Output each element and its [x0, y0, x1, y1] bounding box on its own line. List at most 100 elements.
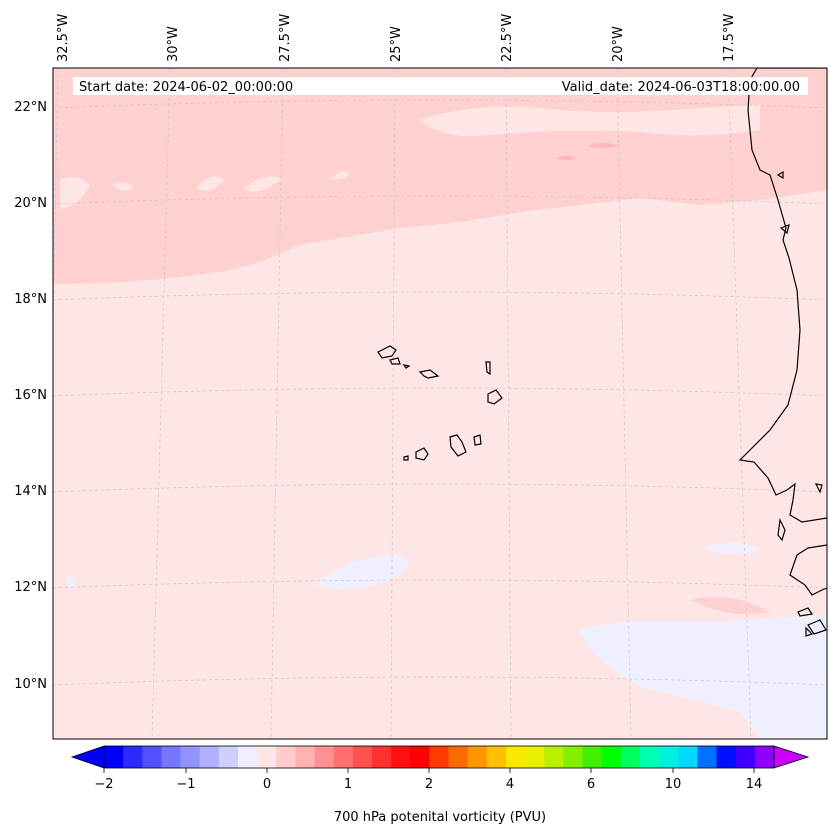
colorbar-cell: [544, 746, 564, 768]
lon-label: 22.5°W: [500, 14, 515, 62]
colorbar-tick-label: −2: [94, 777, 113, 792]
coast-islet-7: [814, 483, 823, 494]
lat-label: 20°N: [14, 196, 47, 211]
lon-label: 30°W: [166, 26, 181, 62]
colorbar-frame: [103, 745, 775, 769]
pv-positive-spot: [690, 596, 770, 615]
colorbar-cell: [372, 746, 392, 768]
coastlines: [738, 68, 827, 637]
colorbar-cell: [257, 746, 277, 768]
island-sao-nicolau: [418, 369, 440, 379]
colorbar-cell: [218, 746, 239, 768]
island-fogo: [415, 447, 429, 461]
colorbar: −2 −1 0 1 2 4 6 10 14 700 hPa potenital vorticit…: [70, 745, 810, 825]
pv-negative-region-c: [578, 615, 827, 739]
lat-label: 14°N: [14, 484, 47, 499]
island-boa-vista: [487, 389, 503, 405]
colorbar-cell: [180, 746, 201, 768]
date-label-box: [73, 77, 808, 95]
colorbar-tick-label: −1: [176, 777, 195, 792]
lat-label: 16°N: [14, 388, 47, 403]
colorbar-cell: [735, 746, 756, 768]
colorbar-cell: [142, 746, 162, 768]
island-santa-luzia: [402, 364, 411, 369]
map-frame: [52, 67, 828, 740]
colorbar-cell: [563, 746, 584, 768]
coast-islet-6: [779, 224, 790, 235]
pv-small-contour-a: [60, 176, 90, 210]
colorbar-cell: [199, 746, 220, 768]
colorbar-tick-label: 10: [665, 777, 682, 792]
lon-label: 32.5°W: [56, 14, 71, 62]
colorbar-cell: [506, 746, 526, 768]
pv-small-contour-c: [197, 176, 224, 191]
island-maio: [473, 434, 482, 446]
colorbar-tick-label: 0: [263, 777, 271, 792]
valid-date-label: Valid_date: 2024-06-03T18:00:00.00: [562, 80, 800, 95]
colorbar-tick-label: 1: [344, 777, 352, 792]
lon-label: 17.5°W: [722, 14, 737, 62]
colorbar-cell: [678, 746, 698, 768]
colorbar-cell: [467, 746, 488, 768]
colorbar-cell: [314, 746, 335, 768]
pv-negative-edge: [66, 576, 75, 588]
colorbar-cells: [104, 746, 775, 768]
colorbar-cell: [486, 746, 507, 768]
island-brava: [403, 455, 409, 461]
pv-negative-region-b: [700, 543, 760, 554]
colorbar-cell: [716, 746, 737, 768]
colorbar-cell: [238, 746, 258, 768]
lat-label: 12°N: [14, 580, 47, 595]
longitude-labels: 32.5°W 30°W 27.5°W 25°W 22.5°W 20°W 17.5…: [56, 14, 737, 62]
colorbar-cell: [697, 746, 718, 768]
pv-small-contour-d: [243, 176, 282, 192]
pv-small-contour-e: [330, 171, 350, 180]
colorbar-extend-max: [773, 745, 810, 769]
colorbar-cell: [104, 746, 124, 768]
island-santiago: [449, 434, 467, 457]
island-sal: [485, 361, 491, 376]
pv-small-contour-h: [588, 143, 620, 148]
colorbar-cell: [601, 746, 622, 768]
colorbar-cell: [276, 746, 296, 768]
pv-small-contour-f: [420, 105, 760, 137]
coast-islet-3: [807, 619, 827, 635]
latitude-labels: 22°N 20°N 18°N 16°N 14°N 12°N 10°N: [14, 100, 47, 692]
lat-label: 10°N: [14, 677, 47, 692]
colorbar-cell: [640, 746, 660, 768]
africa-coast-south: [789, 544, 827, 596]
colorbar-cell: [391, 746, 411, 768]
lat-label: 22°N: [14, 100, 47, 115]
map-panel: [53, 68, 827, 739]
colorbar-cell: [659, 746, 679, 768]
africa-coast: [738, 68, 827, 523]
pv-small-contour-b: [112, 182, 133, 191]
colorbar-cell: [754, 746, 775, 768]
colorbar-cell: [429, 746, 450, 768]
colorbar-cell: [295, 746, 316, 768]
colorbar-tick-label: 4: [506, 777, 514, 792]
coast-islet-4: [805, 626, 814, 637]
colorbar-cell: [333, 746, 354, 768]
colorbar-cell: [123, 746, 143, 768]
island-sao-vicente: [389, 357, 401, 365]
colorbar-cell: [161, 746, 182, 768]
colorbar-cell: [352, 746, 373, 768]
colorbar-ticks: −2 −1 0 1 2 4 6 10 14: [94, 768, 762, 792]
colorbar-extend-min: [70, 745, 105, 769]
colorbar-title: 700 hPa potenital vorticity (PVU): [334, 810, 546, 825]
colorbar-cell: [582, 746, 603, 768]
coast-islet-1: [777, 517, 786, 542]
coast-islet-2: [797, 607, 814, 617]
start-date-label: Start date: 2024-06-02_00:00:00: [79, 80, 293, 95]
lat-label: 18°N: [14, 292, 47, 307]
cape-verde-islands: [377, 345, 503, 461]
graticule: [53, 68, 827, 739]
colorbar-cell: [620, 746, 641, 768]
colorbar-cell: [525, 746, 545, 768]
colorbar-cell: [410, 746, 430, 768]
colorbar-tick-label: 14: [746, 777, 763, 792]
colorbar-tick-label: 2: [425, 777, 433, 792]
island-santo-antao: [377, 345, 397, 359]
colorbar-cell: [448, 746, 469, 768]
